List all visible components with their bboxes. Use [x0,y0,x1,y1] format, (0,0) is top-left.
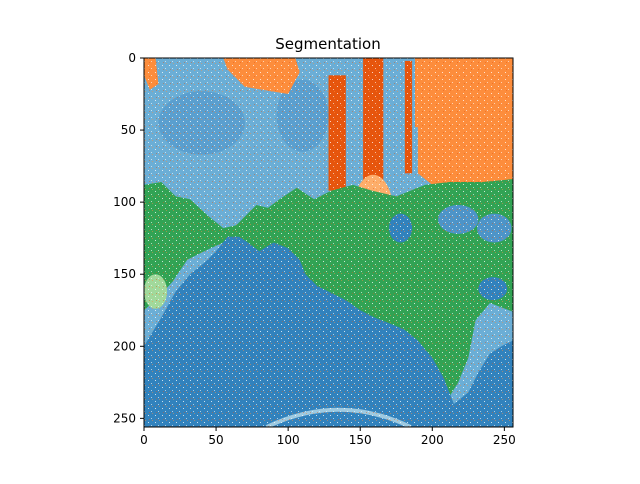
y-tick-label: 0 [128,51,136,65]
y-tick-label: 100 [113,195,136,209]
x-tick-label: 250 [493,433,516,447]
chart-title: Segmentation [275,35,380,53]
x-tick-label: 100 [277,433,300,447]
y-tick-label: 50 [121,123,136,137]
y-tick-label: 150 [113,267,136,281]
plot-frame [143,57,514,428]
plot-area [144,58,513,427]
x-tick-label: 150 [349,433,372,447]
y-axis: 0 50 100 150 200 250 [113,51,144,425]
x-tick-label: 0 [140,433,148,447]
x-tick-label: 50 [208,433,223,447]
speckle-overlay [144,58,513,427]
y-tick-label: 250 [113,411,136,425]
x-axis: 0 50 100 150 200 250 [140,427,516,447]
y-tick-label: 200 [113,339,136,353]
x-tick-label: 200 [421,433,444,447]
